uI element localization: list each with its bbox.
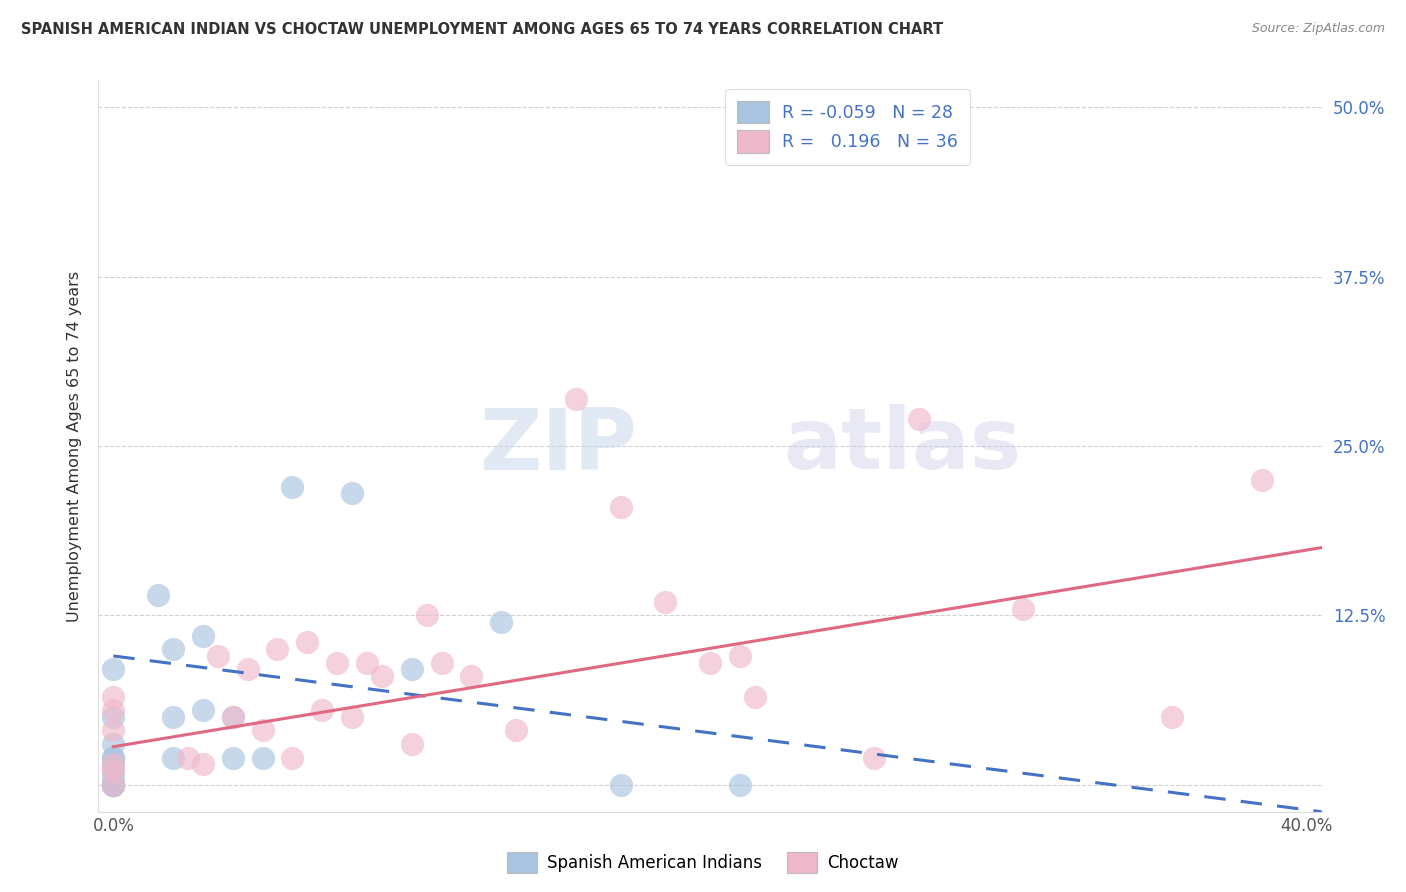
Point	[728, 648, 751, 663]
Text: ZIP: ZIP	[479, 404, 637, 488]
Point	[103, 757, 125, 772]
Point	[103, 710, 125, 724]
Point	[565, 392, 588, 406]
Point	[340, 710, 363, 724]
Point	[162, 750, 184, 764]
Legend: R = -0.059   N = 28, R =   0.196   N = 36: R = -0.059 N = 28, R = 0.196 N = 36	[725, 89, 970, 165]
Point	[728, 778, 751, 792]
Y-axis label: Unemployment Among Ages 65 to 74 years: Unemployment Among Ages 65 to 74 years	[67, 270, 83, 622]
Point	[103, 778, 125, 792]
Point	[162, 710, 184, 724]
Point	[252, 723, 274, 738]
Point	[103, 723, 125, 738]
Point	[654, 595, 676, 609]
Point	[744, 690, 766, 704]
Point	[356, 656, 378, 670]
Point	[103, 764, 125, 778]
Point	[103, 703, 125, 717]
Point	[1012, 601, 1035, 615]
Text: SPANISH AMERICAN INDIAN VS CHOCTAW UNEMPLOYMENT AMONG AGES 65 TO 74 YEARS CORREL: SPANISH AMERICAN INDIAN VS CHOCTAW UNEMP…	[21, 22, 943, 37]
Point	[103, 737, 125, 751]
Point	[221, 750, 243, 764]
Text: atlas: atlas	[783, 404, 1022, 488]
Point	[281, 480, 304, 494]
Point	[162, 642, 184, 657]
Point	[177, 750, 200, 764]
Point	[266, 642, 288, 657]
Point	[103, 757, 125, 772]
Point	[191, 757, 214, 772]
Point	[489, 615, 512, 629]
Legend: Spanish American Indians, Choctaw: Spanish American Indians, Choctaw	[501, 846, 905, 880]
Point	[191, 703, 214, 717]
Point	[609, 500, 631, 514]
Point	[401, 737, 423, 751]
Point	[221, 710, 243, 724]
Point	[340, 486, 363, 500]
Point	[326, 656, 349, 670]
Point	[103, 778, 125, 792]
Point	[863, 750, 886, 764]
Point	[460, 669, 482, 683]
Text: Source: ZipAtlas.com: Source: ZipAtlas.com	[1251, 22, 1385, 36]
Point	[146, 588, 169, 602]
Point	[699, 656, 721, 670]
Point	[103, 764, 125, 778]
Point	[207, 648, 229, 663]
Point	[103, 750, 125, 764]
Point	[221, 710, 243, 724]
Point	[415, 608, 437, 623]
Point	[401, 663, 423, 677]
Point	[103, 778, 125, 792]
Point	[1161, 710, 1184, 724]
Point	[252, 750, 274, 764]
Point	[103, 750, 125, 764]
Point	[103, 663, 125, 677]
Point	[430, 656, 453, 670]
Point	[103, 778, 125, 792]
Point	[281, 750, 304, 764]
Point	[103, 778, 125, 792]
Point	[311, 703, 333, 717]
Point	[103, 771, 125, 785]
Point	[371, 669, 394, 683]
Point	[908, 412, 931, 426]
Point	[505, 723, 527, 738]
Point	[103, 778, 125, 792]
Point	[1251, 473, 1274, 487]
Point	[103, 690, 125, 704]
Point	[191, 629, 214, 643]
Point	[297, 635, 319, 649]
Point	[609, 778, 631, 792]
Point	[236, 663, 259, 677]
